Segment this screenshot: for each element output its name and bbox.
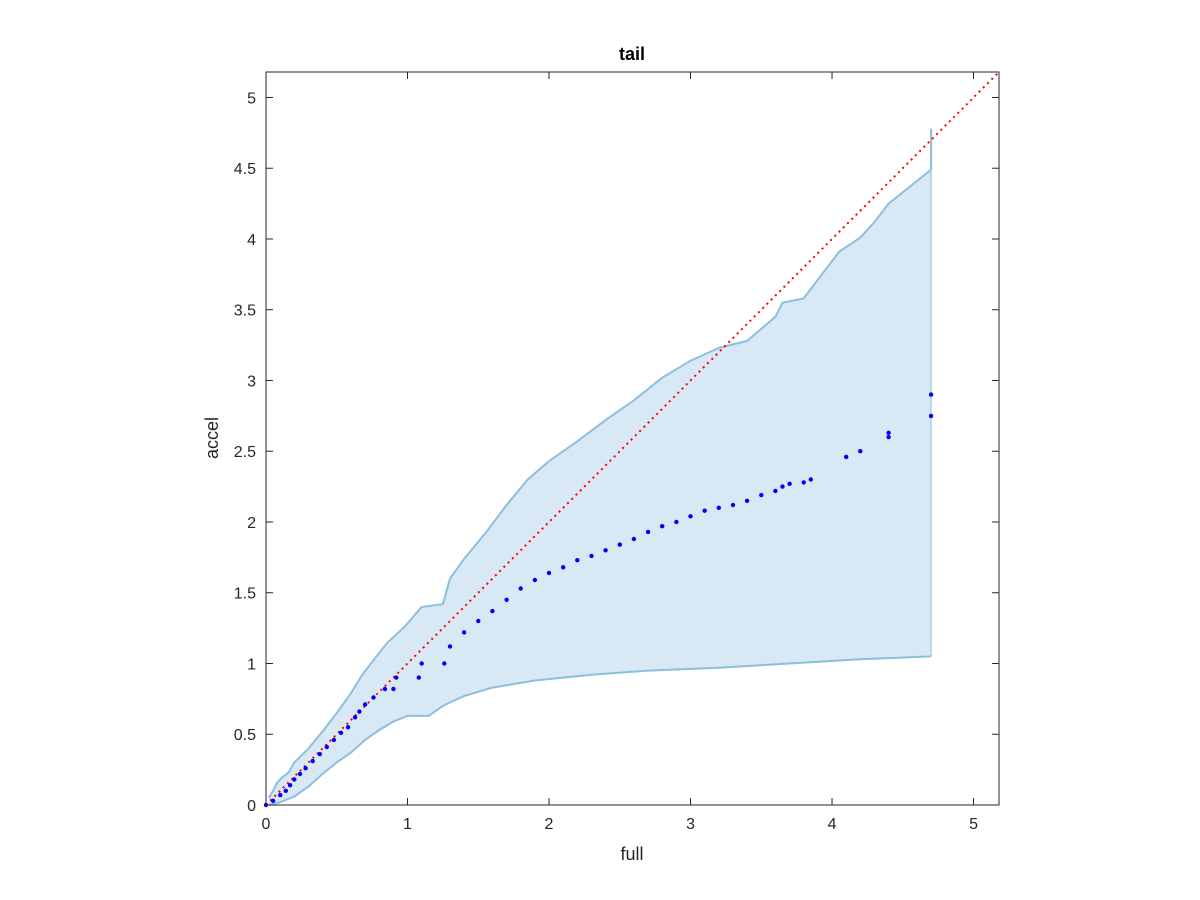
data-point	[702, 508, 707, 513]
data-point	[442, 661, 447, 666]
data-point	[886, 430, 891, 435]
data-point	[310, 758, 315, 764]
data-point	[780, 484, 785, 489]
data-point	[844, 454, 849, 460]
data-point	[773, 488, 778, 494]
data-point	[461, 630, 467, 635]
data-point	[292, 777, 297, 782]
x-tick-label: 5	[969, 816, 978, 833]
y-tick-label: 3	[247, 373, 256, 390]
y-tick-label: 3.5	[234, 303, 256, 320]
x-tick-label: 3	[686, 816, 695, 833]
data-point	[357, 709, 362, 714]
data-point	[371, 695, 376, 700]
data-point	[532, 577, 538, 583]
x-tick-label: 4	[828, 816, 837, 833]
data-point	[716, 505, 721, 510]
data-point	[283, 788, 288, 793]
data-point	[631, 536, 637, 542]
x-axis-ticks: 0 1 2 3 4 5	[262, 72, 978, 833]
data-point	[287, 783, 293, 788]
y-tick-label: 5	[247, 90, 256, 107]
data-point	[808, 477, 813, 482]
data-point	[416, 675, 421, 680]
data-point	[546, 570, 552, 576]
y-tick-label: 4	[247, 232, 256, 249]
data-point	[278, 792, 283, 798]
data-point	[362, 702, 368, 707]
data-point	[447, 644, 453, 649]
data-point	[382, 686, 388, 692]
data-point	[490, 608, 495, 614]
data-point	[928, 413, 934, 419]
data-point	[787, 481, 792, 486]
data-point	[324, 744, 329, 750]
data-point	[928, 392, 934, 397]
y-tick-label: 0	[247, 798, 256, 815]
data-point	[744, 498, 750, 503]
x-axis-label: full	[620, 844, 643, 864]
data-point	[674, 519, 679, 525]
y-tick-label: 4.5	[234, 161, 256, 178]
y-tick-label: 1.5	[234, 586, 256, 603]
data-point	[297, 771, 303, 777]
data-point	[589, 553, 594, 559]
data-point	[476, 618, 481, 624]
data-point	[345, 725, 351, 730]
band-fill	[268, 128, 932, 806]
data-points	[263, 392, 934, 808]
data-point	[394, 675, 399, 680]
x-tick-label: 1	[403, 816, 412, 833]
data-point	[317, 751, 322, 757]
y-axis-label: accel	[202, 417, 222, 459]
data-point	[645, 529, 651, 535]
data-point	[603, 548, 608, 553]
data-point	[801, 480, 806, 485]
data-point	[518, 586, 523, 591]
data-point	[303, 766, 308, 771]
data-point	[338, 730, 344, 735]
data-point	[419, 661, 424, 666]
band-lower-edge	[268, 655, 932, 806]
x-tick-label: 0	[262, 816, 271, 833]
data-point	[504, 597, 509, 602]
chart-title: tail	[619, 44, 645, 64]
data-point	[730, 502, 736, 508]
y-tick-label: 2	[247, 515, 256, 532]
y-tick-label: 0.5	[234, 727, 256, 744]
axes-box	[265, 71, 1000, 806]
data-point	[270, 798, 276, 803]
data-point	[391, 686, 396, 692]
data-point	[561, 565, 566, 570]
data-point	[575, 558, 580, 563]
y-axis-ticks: 0 0.5 1 1.5 2 2.5 3 3.5 4 4.5 5	[234, 90, 999, 815]
confidence-band	[267, 128, 933, 806]
data-point	[660, 524, 665, 529]
x-tick-label: 2	[545, 816, 554, 833]
data-point	[352, 715, 358, 720]
data-point	[688, 514, 693, 519]
band-upper-edge	[267, 128, 933, 799]
data-point	[617, 542, 622, 547]
data-point	[886, 434, 891, 440]
y-tick-label: 1	[247, 656, 256, 673]
y-tick-label: 2.5	[234, 444, 256, 461]
data-point	[331, 737, 337, 743]
data-point	[759, 492, 764, 498]
data-point	[858, 449, 863, 454]
